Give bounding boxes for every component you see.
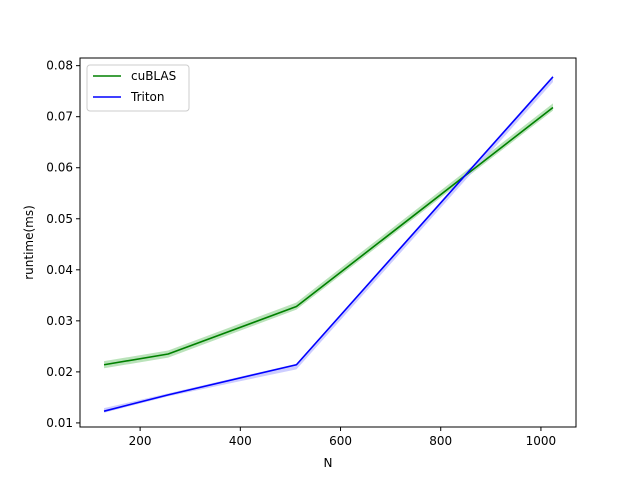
x-axis-label: N [324, 456, 333, 470]
y-axis-label: runtime(ms) [22, 205, 36, 280]
y-tick-label: 0.08 [46, 59, 73, 73]
band-triton [104, 75, 553, 413]
y-tick-label: 0.04 [46, 263, 73, 277]
series-lines [103, 76, 554, 412]
x-tick-label: 1000 [526, 434, 557, 448]
series-line-cublas [103, 106, 554, 366]
y-tick-label: 0.03 [46, 314, 73, 328]
y-tick-label: 0.07 [46, 110, 73, 124]
y-tick-label: 0.06 [46, 161, 73, 175]
legend-label-cublas: cuBLAS [131, 69, 176, 83]
y-tick-label: 0.02 [46, 365, 73, 379]
series-line-triton [103, 76, 554, 412]
x-axis: 200 400 600 800 1000 [129, 427, 557, 448]
x-tick-label: 200 [129, 434, 152, 448]
y-tick-label: 0.01 [46, 416, 73, 430]
y-tick-label: 0.05 [46, 212, 73, 226]
x-tick-label: 800 [429, 434, 452, 448]
legend-label-triton: Triton [130, 90, 165, 104]
y-axis: 0.01 0.02 0.03 0.04 0.05 0.06 0.07 0.08 [46, 59, 80, 430]
x-tick-label: 600 [329, 434, 352, 448]
confidence-bands [104, 75, 553, 413]
plot-frame [79, 57, 577, 428]
x-tick-label: 400 [229, 434, 252, 448]
legend: cuBLAS Triton [86, 64, 190, 112]
